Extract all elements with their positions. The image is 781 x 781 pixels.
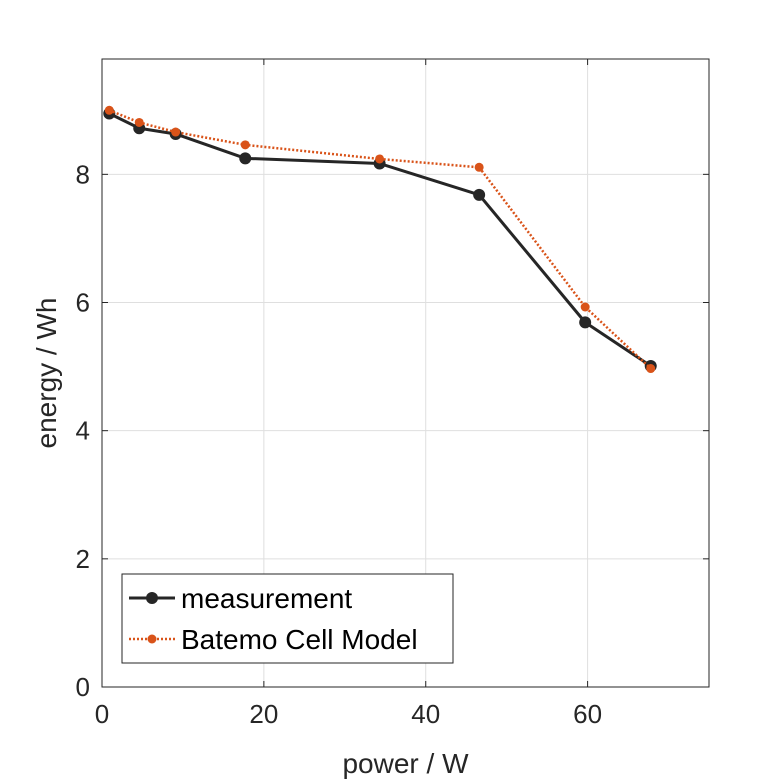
series-layer — [103, 105, 657, 374]
legend-marker-measurement — [146, 592, 158, 604]
series-1-point — [474, 162, 484, 172]
legend: measurement Batemo Cell Model — [121, 573, 454, 664]
series-0-point — [239, 152, 252, 165]
series-1-point — [134, 117, 144, 127]
y-axis-title: energy / Wh — [31, 298, 62, 449]
legend-marker-batemo-cell-model — [147, 634, 157, 644]
series-1-point — [375, 154, 385, 164]
x-tick-label: 40 — [411, 699, 440, 729]
y-tick-label: 2 — [76, 544, 90, 574]
series-line-0 — [108, 112, 652, 368]
y-tick-label: 0 — [76, 672, 90, 702]
series-0-point — [473, 188, 486, 201]
series-1-point — [104, 105, 114, 115]
plot-area-frame — [101, 58, 710, 688]
y-tick-label: 8 — [76, 159, 90, 189]
axis-ticks: 0 20 40 60 0 2 4 6 8 — [76, 59, 709, 729]
series-1-point — [646, 364, 656, 374]
y-tick-label: 6 — [76, 288, 90, 318]
series-0-point — [579, 316, 592, 329]
x-tick-label: 20 — [249, 699, 278, 729]
x-tick-label: 0 — [95, 699, 109, 729]
x-tick-label: 60 — [573, 699, 602, 729]
legend-label-batemo-cell-model: Batemo Cell Model — [181, 624, 418, 655]
y-tick-label: 4 — [76, 416, 90, 446]
series-1-point — [580, 302, 590, 312]
x-axis-title: power / W — [342, 748, 469, 779]
legend-label-measurement: measurement — [181, 583, 352, 614]
legend-box — [121, 573, 454, 664]
series-1-point — [240, 140, 250, 150]
series-1-point — [171, 127, 181, 137]
series-line-1 — [108, 109, 652, 370]
